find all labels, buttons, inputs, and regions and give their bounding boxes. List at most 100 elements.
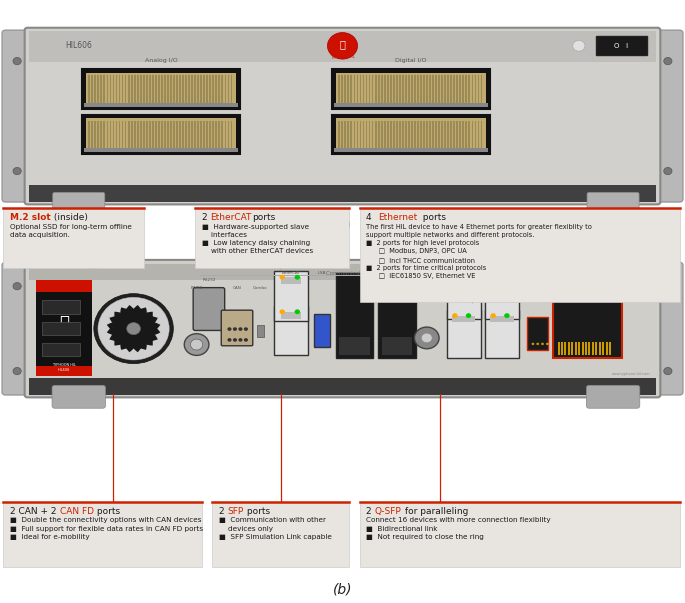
Bar	[456, 121, 458, 148]
Bar	[485, 271, 519, 320]
Bar	[592, 342, 594, 355]
Text: ZIO: ZIO	[534, 271, 541, 275]
Bar	[314, 314, 330, 347]
Bar	[179, 121, 181, 148]
Bar	[447, 309, 481, 358]
Bar	[462, 121, 464, 148]
Bar	[188, 121, 190, 148]
Bar	[481, 75, 482, 103]
Text: SFP: SFP	[375, 271, 382, 275]
Bar	[585, 342, 587, 355]
Circle shape	[414, 327, 439, 349]
Bar	[447, 75, 449, 103]
Text: (inside): (inside)	[51, 213, 88, 222]
Text: Optional SSD for long-term offline
data acquisition.: Optional SSD for long-term offline data …	[10, 224, 132, 238]
Bar	[426, 75, 428, 103]
Bar	[149, 75, 151, 103]
Bar	[408, 121, 410, 148]
Bar	[405, 75, 407, 103]
Circle shape	[13, 283, 21, 290]
Bar	[345, 121, 346, 148]
Bar	[158, 75, 160, 103]
Text: HIL606: HIL606	[65, 41, 92, 49]
Circle shape	[664, 367, 672, 374]
Bar	[561, 342, 563, 355]
Bar	[390, 121, 392, 148]
Bar	[453, 75, 455, 103]
Bar	[332, 69, 490, 109]
Bar	[281, 277, 301, 285]
Bar	[462, 75, 464, 103]
Text: (b): (b)	[333, 582, 352, 597]
Bar	[182, 75, 184, 103]
Circle shape	[490, 313, 496, 318]
FancyBboxPatch shape	[2, 262, 32, 395]
Circle shape	[664, 168, 672, 175]
FancyBboxPatch shape	[25, 28, 660, 204]
Bar	[490, 277, 514, 283]
Text: ports: ports	[252, 213, 275, 222]
Bar	[336, 118, 486, 150]
Bar	[195, 75, 196, 103]
Bar	[481, 121, 482, 148]
Bar	[423, 75, 425, 103]
Bar	[469, 75, 471, 103]
Wedge shape	[110, 308, 147, 329]
Bar	[134, 121, 136, 148]
Bar	[191, 75, 193, 103]
Bar	[210, 121, 211, 148]
Bar	[417, 75, 419, 103]
Bar	[341, 75, 343, 103]
Bar	[206, 121, 208, 148]
Bar	[155, 75, 157, 103]
Bar	[88, 121, 90, 148]
Bar	[366, 121, 367, 148]
Bar	[369, 121, 371, 148]
Bar	[414, 75, 416, 103]
Bar	[97, 121, 99, 148]
Bar	[110, 75, 112, 103]
Bar	[609, 342, 611, 355]
Bar	[490, 315, 514, 321]
Bar	[119, 75, 121, 103]
Bar	[203, 75, 205, 103]
Bar	[420, 75, 422, 103]
Text: EtherCAT: EtherCAT	[210, 213, 252, 222]
Bar	[366, 75, 367, 103]
Bar	[116, 75, 117, 103]
Bar	[140, 121, 142, 148]
Text: Q-SFP: Q-SFP	[375, 507, 401, 516]
Bar	[450, 75, 452, 103]
Circle shape	[244, 327, 248, 331]
Bar	[336, 73, 486, 105]
Bar	[452, 277, 475, 283]
Bar	[387, 75, 388, 103]
Circle shape	[327, 33, 358, 59]
Bar	[127, 75, 129, 103]
Bar	[411, 75, 413, 103]
Bar	[381, 121, 382, 148]
Bar	[602, 342, 604, 355]
Bar	[477, 75, 480, 103]
Bar	[396, 75, 398, 103]
Bar	[356, 121, 358, 148]
Text: ports: ports	[244, 507, 270, 516]
Circle shape	[98, 297, 169, 360]
Bar	[152, 75, 153, 103]
Bar	[558, 342, 560, 355]
Bar	[429, 121, 431, 148]
Text: ■  Hardware-supported slave
    interfaces
■  Low latency daisy chaining
    wit: ■ Hardware-supported slave interfaces ■ …	[202, 224, 313, 254]
Bar	[369, 75, 371, 103]
Bar	[3, 502, 202, 567]
Bar	[456, 75, 458, 103]
Bar	[423, 121, 425, 148]
Circle shape	[504, 313, 510, 318]
Text: Digital I/O: Digital I/O	[395, 58, 427, 63]
Bar	[29, 31, 656, 62]
FancyBboxPatch shape	[193, 288, 225, 330]
Bar	[568, 342, 570, 355]
Bar	[227, 75, 229, 103]
Bar	[82, 69, 240, 109]
Bar	[103, 121, 105, 148]
Bar	[441, 121, 443, 148]
